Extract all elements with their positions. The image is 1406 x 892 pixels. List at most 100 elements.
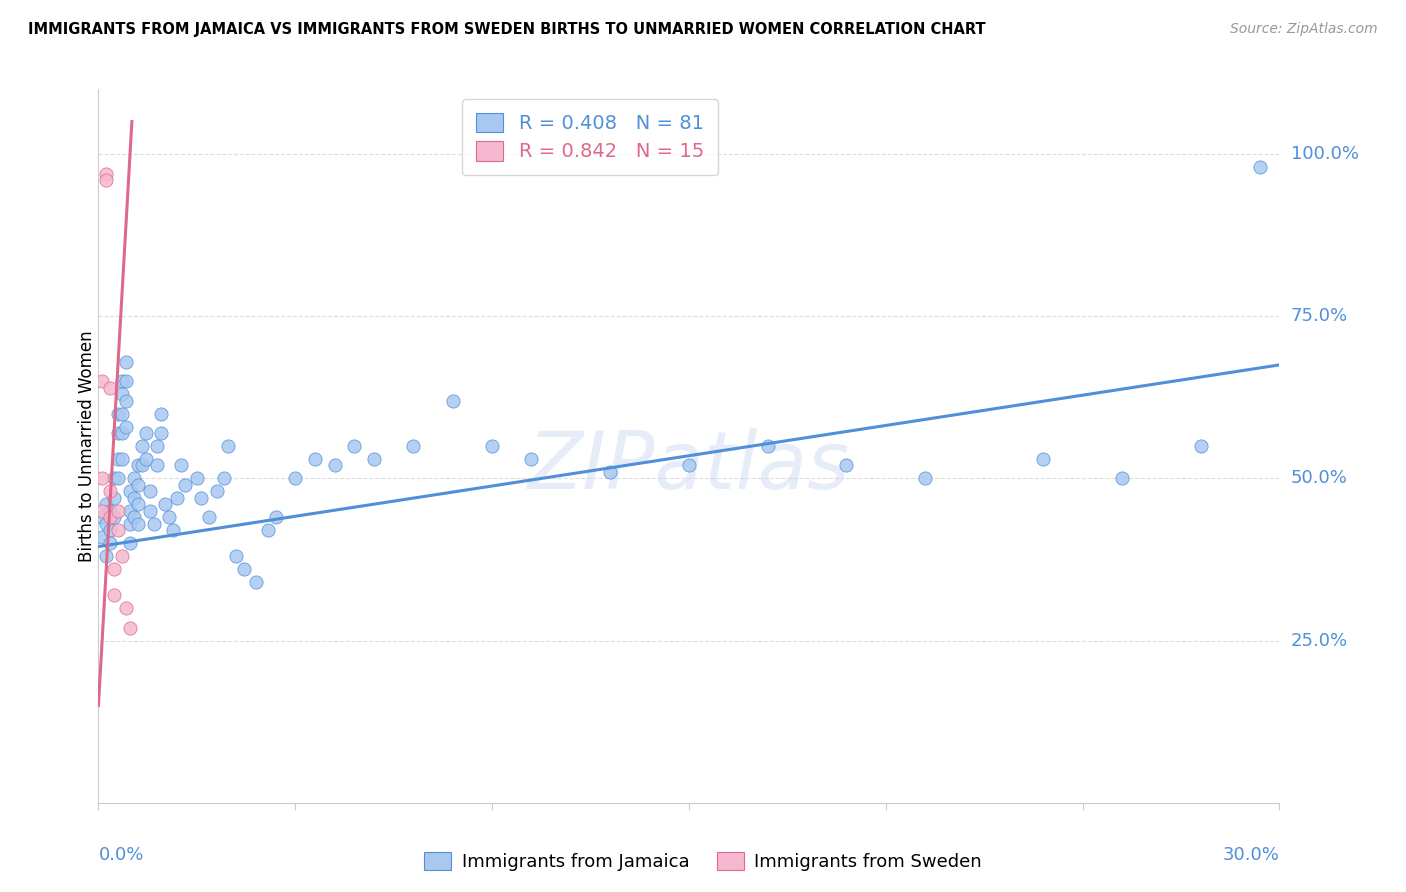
Point xyxy=(146,458,169,473)
Point xyxy=(111,549,134,564)
Point xyxy=(599,465,621,479)
Point xyxy=(150,425,173,440)
Point xyxy=(107,452,129,467)
Point xyxy=(138,484,160,499)
Point xyxy=(1111,471,1133,485)
Point xyxy=(107,471,129,485)
Point xyxy=(115,354,138,368)
Text: ZIPatlas: ZIPatlas xyxy=(527,428,851,507)
Point xyxy=(127,516,149,531)
Legend: R = 0.408   N = 81, R = 0.842   N = 15: R = 0.408 N = 81, R = 0.842 N = 15 xyxy=(463,99,717,175)
Point xyxy=(343,439,366,453)
Point xyxy=(91,504,114,518)
Point xyxy=(98,504,121,518)
Point xyxy=(520,452,543,467)
Point xyxy=(205,484,228,499)
Point xyxy=(190,491,212,505)
Point xyxy=(441,393,464,408)
Point xyxy=(122,491,145,505)
Point xyxy=(96,167,118,181)
Point xyxy=(162,524,184,538)
Point xyxy=(135,425,157,440)
Point xyxy=(111,407,134,421)
Text: 100.0%: 100.0% xyxy=(1291,145,1358,163)
Point xyxy=(91,510,114,524)
Point xyxy=(98,536,121,550)
Point xyxy=(107,407,129,421)
Point xyxy=(146,439,169,453)
Point xyxy=(96,173,118,187)
Point xyxy=(115,419,138,434)
Text: Source: ZipAtlas.com: Source: ZipAtlas.com xyxy=(1230,22,1378,37)
Point xyxy=(118,621,141,635)
Point xyxy=(103,588,125,602)
Point xyxy=(756,439,779,453)
Y-axis label: Births to Unmarried Women: Births to Unmarried Women xyxy=(79,330,96,562)
Point xyxy=(127,458,149,473)
Point xyxy=(91,530,114,544)
Point xyxy=(835,458,858,473)
Text: 75.0%: 75.0% xyxy=(1291,307,1348,326)
Point xyxy=(98,510,121,524)
Point xyxy=(115,393,138,408)
Point xyxy=(111,425,134,440)
Point xyxy=(166,491,188,505)
Point xyxy=(115,374,138,388)
Text: 30.0%: 30.0% xyxy=(1223,846,1279,863)
Point xyxy=(118,516,141,531)
Point xyxy=(107,504,129,518)
Point xyxy=(155,497,177,511)
Point xyxy=(111,452,134,467)
Text: 0.0%: 0.0% xyxy=(98,846,143,863)
Point xyxy=(111,374,134,388)
Point xyxy=(186,471,208,485)
Point xyxy=(98,484,121,499)
Point xyxy=(678,458,700,473)
Point xyxy=(217,439,239,453)
Point xyxy=(103,471,125,485)
Text: 50.0%: 50.0% xyxy=(1291,469,1347,487)
Point xyxy=(233,562,256,576)
Point xyxy=(96,549,118,564)
Point xyxy=(402,439,425,453)
Point xyxy=(481,439,503,453)
Point xyxy=(111,387,134,401)
Point xyxy=(118,504,141,518)
Text: IMMIGRANTS FROM JAMAICA VS IMMIGRANTS FROM SWEDEN BIRTHS TO UNMARRIED WOMEN CORR: IMMIGRANTS FROM JAMAICA VS IMMIGRANTS FR… xyxy=(28,22,986,37)
Point xyxy=(170,458,193,473)
Point xyxy=(91,374,114,388)
Point xyxy=(91,471,114,485)
Point xyxy=(131,439,153,453)
Point xyxy=(157,510,180,524)
Point xyxy=(135,452,157,467)
Point xyxy=(245,575,267,590)
Point xyxy=(98,524,121,538)
Point xyxy=(284,471,307,485)
Point xyxy=(118,536,141,550)
Point xyxy=(96,516,118,531)
Point xyxy=(122,471,145,485)
Point xyxy=(122,510,145,524)
Point xyxy=(103,562,125,576)
Point xyxy=(214,471,236,485)
Point xyxy=(115,601,138,615)
Point xyxy=(264,510,287,524)
Point xyxy=(127,497,149,511)
Text: 25.0%: 25.0% xyxy=(1291,632,1348,649)
Point xyxy=(96,497,118,511)
Point xyxy=(323,458,346,473)
Point xyxy=(1249,160,1271,174)
Point xyxy=(142,516,165,531)
Point xyxy=(1189,439,1212,453)
Point xyxy=(1032,452,1054,467)
Point xyxy=(197,510,219,524)
Point xyxy=(150,407,173,421)
Point xyxy=(174,478,197,492)
Point xyxy=(118,484,141,499)
Point xyxy=(914,471,936,485)
Point xyxy=(131,458,153,473)
Point xyxy=(127,478,149,492)
Point xyxy=(138,504,160,518)
Point xyxy=(256,524,278,538)
Point xyxy=(304,452,326,467)
